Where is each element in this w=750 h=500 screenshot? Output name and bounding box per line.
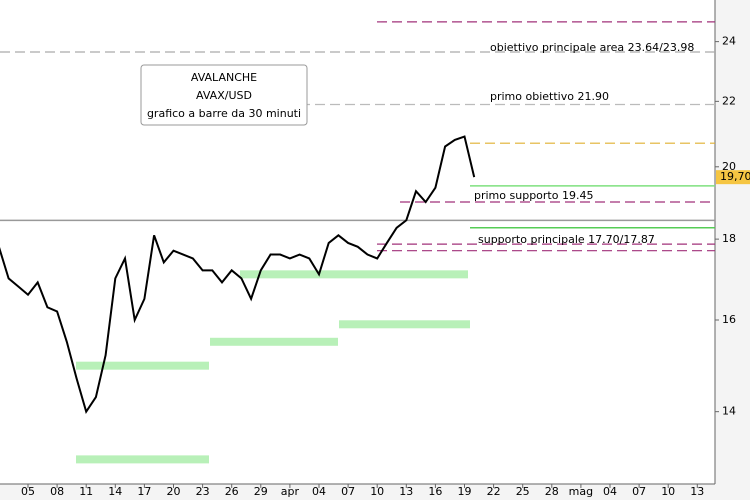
x-axis-panel (0, 484, 750, 500)
annotation: primo supporto 19.45 (474, 189, 593, 202)
annotation: obiettivo principale area 23.64/23.98 (490, 41, 694, 54)
x-tick-label: 11 (79, 485, 93, 498)
x-tick-label: 07 (341, 485, 355, 498)
x-tick-label: 10 (661, 485, 675, 498)
y-tick-label: 18 (722, 232, 736, 245)
x-tick-label: 16 (428, 485, 442, 498)
x-tick-label: 07 (632, 485, 646, 498)
x-tick-label: apr (281, 485, 300, 498)
x-tick-label: 29 (254, 485, 268, 498)
x-tick-label: 13 (690, 485, 704, 498)
x-tick-label: 20 (167, 485, 181, 498)
zone (240, 270, 468, 279)
y-tick-label: 16 (722, 313, 736, 326)
annotation: primo obiettivo 21.90 (490, 90, 609, 103)
x-tick-label: 04 (312, 485, 326, 498)
info-line: grafico a barre da 30 minuti (147, 107, 301, 120)
x-tick-label: 26 (225, 485, 239, 498)
info-line: AVALANCHE (191, 71, 257, 84)
zone (76, 455, 209, 464)
x-tick-label: 28 (545, 485, 559, 498)
x-tick-label: 13 (399, 485, 413, 498)
y-axis-panel (715, 0, 750, 500)
zone (339, 320, 470, 329)
x-tick-label: 10 (370, 485, 384, 498)
zone (210, 337, 338, 346)
x-tick-label: 25 (516, 485, 530, 498)
x-tick-label: 05 (21, 485, 35, 498)
price-line (0, 135, 476, 415)
y-tick-label: 22 (722, 94, 736, 107)
x-tick-label: 08 (50, 485, 64, 498)
x-tick-label: 04 (603, 485, 617, 498)
y-tick-label: 14 (722, 405, 736, 418)
price-tag-label: 19,70 (720, 170, 750, 183)
x-tick-label: 23 (196, 485, 210, 498)
zone (76, 361, 209, 370)
info-line: AVAX/USD (196, 89, 252, 102)
info-box (140, 64, 308, 126)
x-tick-label: 22 (487, 485, 501, 498)
x-tick-label: 14 (108, 485, 122, 498)
x-tick-label: 19 (458, 485, 472, 498)
price-tag (716, 170, 750, 185)
y-tick-label: 24 (722, 35, 736, 48)
y-tick-label: 20 (722, 160, 736, 173)
annotation: supporto principale 17.70/17.87 (478, 233, 655, 246)
x-tick-label: 17 (137, 485, 151, 498)
x-tick-label: mag (569, 485, 593, 498)
